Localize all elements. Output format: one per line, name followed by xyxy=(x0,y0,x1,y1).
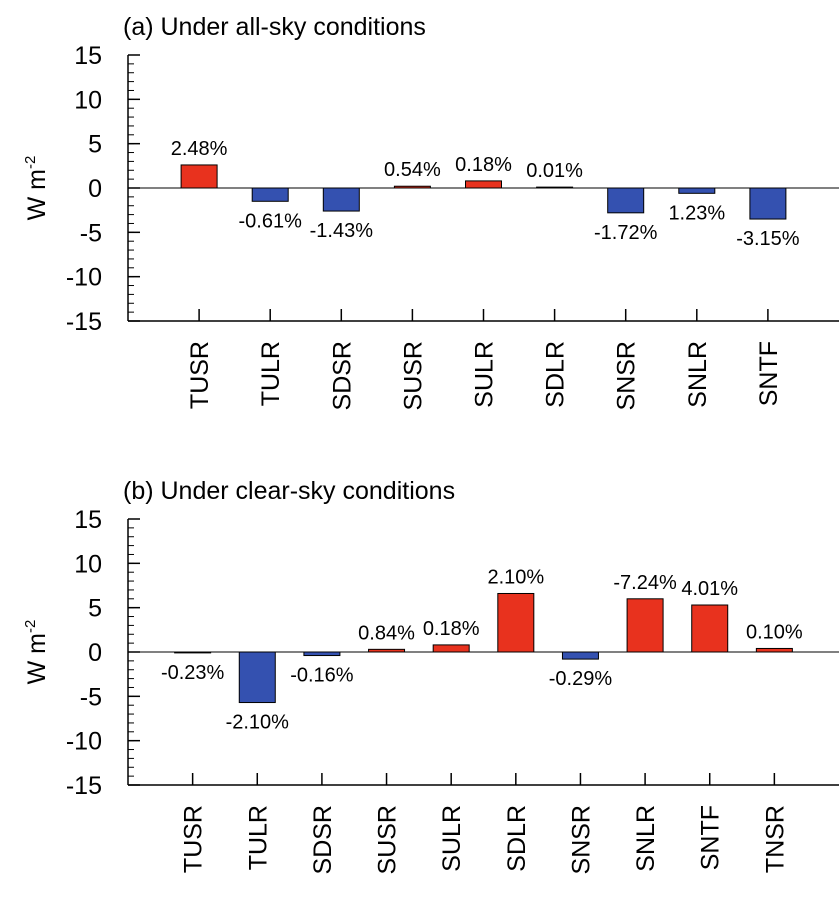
bar xyxy=(561,651,599,660)
percent-label: 4.01% xyxy=(681,578,738,600)
y-axis-label-sup: -2 xyxy=(22,620,39,633)
x-tick-label: SNLR xyxy=(632,805,660,872)
y-axis-label-sup: -2 xyxy=(22,156,39,169)
x-tick-label: TUSR xyxy=(186,341,214,409)
y-tick-label: 0 xyxy=(88,639,102,667)
y-tick-label: -15 xyxy=(66,308,102,336)
percent-label: 0.84% xyxy=(358,622,415,644)
percent-label: -0.23% xyxy=(161,662,225,684)
x-tick-label: SDLR xyxy=(542,341,570,408)
y-tick-label: 0 xyxy=(88,175,102,203)
y-axis-label-text: W m xyxy=(23,169,51,220)
x-tick-label: TNSR xyxy=(761,805,789,873)
bar xyxy=(465,180,502,189)
y-axis-label-text: W m xyxy=(23,633,51,684)
y-tick-label: -5 xyxy=(80,683,102,711)
y-axis-label: W m-2 xyxy=(22,156,51,221)
x-tick-label: SULR xyxy=(438,805,466,872)
x-tick-label: SDSR xyxy=(328,341,356,410)
x-tick-label: SNLR xyxy=(684,341,712,408)
percent-label: -0.16% xyxy=(290,665,354,687)
x-tick-label: TUSR xyxy=(180,805,208,873)
bar xyxy=(749,187,787,220)
y-tick-label: 15 xyxy=(74,42,102,70)
y-tick-label: 5 xyxy=(88,131,102,159)
bar xyxy=(393,185,431,189)
percent-label: -7.24% xyxy=(613,572,677,594)
bar xyxy=(180,164,218,189)
bar xyxy=(607,187,645,214)
bar xyxy=(303,651,341,657)
percent-label: -2.10% xyxy=(226,712,290,734)
percent-label: 0.01% xyxy=(526,160,583,182)
bar xyxy=(174,651,212,654)
percent-label: 0.54% xyxy=(384,159,441,181)
x-tick-label: SNTF xyxy=(755,341,783,406)
y-tick-label: -15 xyxy=(66,772,102,800)
y-tick-label: -10 xyxy=(66,728,102,756)
x-tick-label: SUSR xyxy=(374,805,402,874)
bar xyxy=(691,604,729,653)
bar xyxy=(368,648,406,653)
bar xyxy=(251,187,289,202)
bar xyxy=(678,187,716,194)
y-tick-label: 10 xyxy=(74,550,102,578)
percent-label: -3.15% xyxy=(736,228,800,250)
chart-title: (a) Under all-sky conditions xyxy=(123,13,426,41)
percent-label: 0.18% xyxy=(423,618,480,640)
bar xyxy=(322,187,360,212)
x-tick-label: SDLR xyxy=(503,805,531,872)
bar xyxy=(536,186,574,189)
x-tick-label: TULR xyxy=(244,805,272,870)
x-tick-label: SDSR xyxy=(309,805,337,874)
bar xyxy=(626,598,664,653)
percent-label: -0.61% xyxy=(239,210,303,232)
x-tick-label: SNSR xyxy=(613,341,641,410)
percent-label: 1.23% xyxy=(668,202,725,224)
x-tick-label: TULR xyxy=(257,341,285,406)
x-tick-label: SULR xyxy=(471,341,499,408)
x-tick-label: SUSR xyxy=(399,341,427,410)
percent-label: 2.10% xyxy=(487,566,544,588)
y-tick-label: 10 xyxy=(74,86,102,114)
x-tick-label: SNTF xyxy=(697,805,725,870)
bar xyxy=(497,592,535,653)
percent-label: 0.18% xyxy=(455,154,512,176)
percent-label: 0.10% xyxy=(746,621,803,643)
y-tick-label: 15 xyxy=(74,506,102,534)
bar xyxy=(432,644,470,653)
y-axis-label: W m-2 xyxy=(22,620,51,685)
percent-label: -0.29% xyxy=(549,668,613,690)
y-tick-label: 5 xyxy=(88,595,102,623)
percent-label: -1.43% xyxy=(310,220,374,242)
percent-label: 2.48% xyxy=(171,138,228,160)
chart-title: (b) Under clear-sky conditions xyxy=(123,477,455,505)
x-tick-label: SNSR xyxy=(567,805,595,874)
percent-label: -1.72% xyxy=(594,222,658,244)
y-tick-label: -10 xyxy=(66,264,102,292)
y-tick-label: -5 xyxy=(80,219,102,247)
bar xyxy=(238,651,276,704)
bar xyxy=(755,647,793,653)
